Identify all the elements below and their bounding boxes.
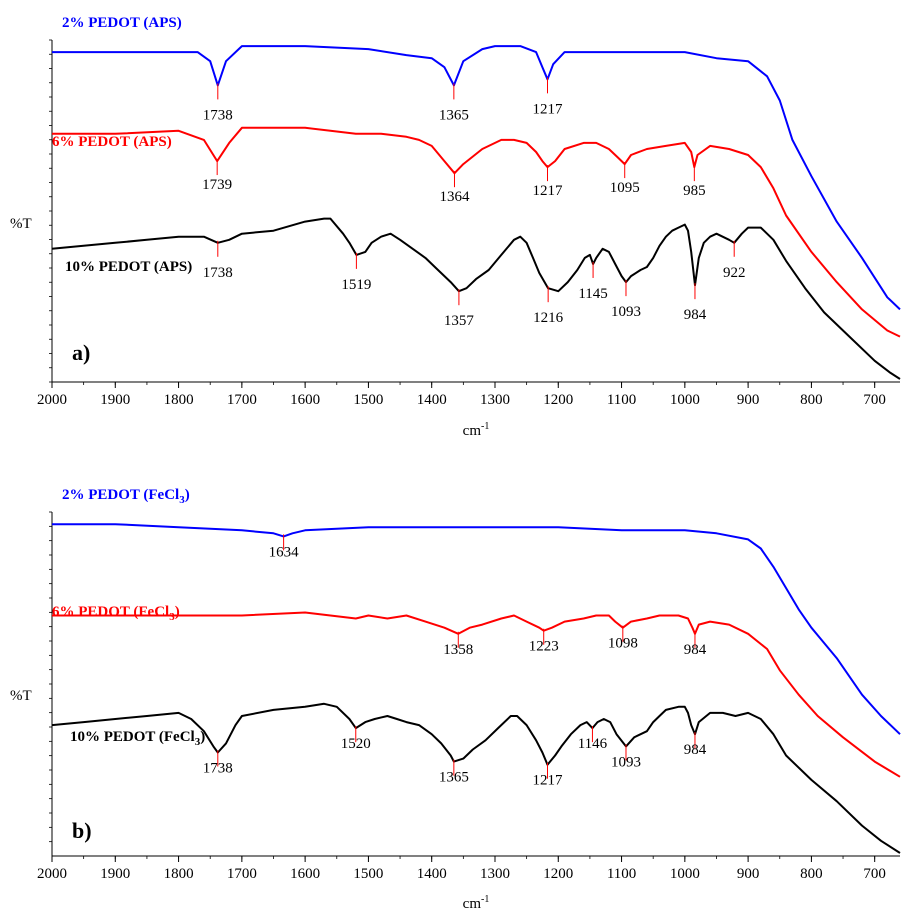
x-tick-label: 1900 xyxy=(100,392,130,408)
x-axis-title: cm-1 xyxy=(463,421,490,439)
peak-label: 1738 xyxy=(203,265,233,281)
peak-label: 1364 xyxy=(439,189,470,205)
peak-label: 1634 xyxy=(269,544,300,560)
x-tick-label: 900 xyxy=(737,392,760,408)
x-tick-label: 1400 xyxy=(417,866,447,882)
peak-label: 922 xyxy=(723,265,746,281)
x-tick-label: 1800 xyxy=(164,392,194,408)
x-tick-label: 1200 xyxy=(543,866,573,882)
series-label: 10% PEDOT (FeCl3) xyxy=(70,729,205,748)
series-line xyxy=(52,523,901,735)
peak-label: 1146 xyxy=(578,736,608,752)
x-tick-label: 1800 xyxy=(164,866,194,882)
peak-label: 1216 xyxy=(533,310,564,326)
peak-label: 984 xyxy=(684,742,707,758)
x-tick-label: 900 xyxy=(737,866,760,882)
peak-label: 984 xyxy=(684,307,707,323)
peak-label: 1093 xyxy=(611,304,641,320)
y-axis-title: %T xyxy=(10,688,32,704)
peak-label: 1365 xyxy=(439,107,469,123)
panel-b: 2000 1900 1800 1700 1600 1500 1400 1300 1200 1100… xyxy=(10,487,901,910)
peak-label: 1738 xyxy=(203,107,233,123)
peak-label: 1095 xyxy=(610,180,640,196)
x-tick-label: 800 xyxy=(800,866,823,882)
peak-label: 1093 xyxy=(611,754,641,770)
x-tick-label: 1000 xyxy=(670,392,700,408)
x-tick-label: 700 xyxy=(863,866,886,882)
peak-label: 1217 xyxy=(533,183,564,199)
peak-label: 985 xyxy=(683,183,706,199)
peak-label: 1739 xyxy=(202,177,232,193)
x-tick-label: 2000 xyxy=(37,866,67,882)
peak-label: 1358 xyxy=(443,642,473,658)
series-line xyxy=(52,611,901,778)
panel-letter: a) xyxy=(72,340,90,365)
x-tick-label: 1000 xyxy=(670,866,700,882)
peak-label: 1098 xyxy=(608,636,638,652)
x-tick-label: 2000 xyxy=(37,392,67,408)
peak-label: 1357 xyxy=(444,313,475,329)
peak-label: 1365 xyxy=(439,770,469,786)
series-line xyxy=(52,126,901,338)
peak-label: 1145 xyxy=(578,286,607,302)
series-line xyxy=(51,217,901,380)
x-tick-label: 800 xyxy=(800,392,823,408)
x-tick-label: 1400 xyxy=(417,392,447,408)
peak-label: 1519 xyxy=(341,277,371,293)
panel-a: 2000 1900 1800 1700 1600 1500 1400 1300 1200 1100… xyxy=(10,15,901,439)
x-tick-label: 1100 xyxy=(607,866,636,882)
peak-label: 1520 xyxy=(341,736,371,752)
series-label: 2% PEDOT (APS) xyxy=(62,15,182,31)
x-tick-label: 1700 xyxy=(227,866,257,882)
series-label: 2% PEDOT (FeCl3) xyxy=(62,487,190,506)
x-tick-label: 1300 xyxy=(480,866,510,882)
x-tick-label: 1500 xyxy=(353,866,383,882)
peak-label: 1223 xyxy=(529,639,559,655)
series-line xyxy=(51,702,901,854)
panel-letter: b) xyxy=(72,818,92,843)
x-tick-label: 1100 xyxy=(607,392,636,408)
series-label: 6% PEDOT (FeCl3) xyxy=(52,604,180,623)
peak-label: 1738 xyxy=(203,760,233,776)
series-label: 10% PEDOT (APS) xyxy=(65,259,192,275)
x-axis-title: cm-1 xyxy=(463,894,490,910)
x-tick-label: 700 xyxy=(863,392,886,408)
y-axis-title: %T xyxy=(10,216,32,232)
peak-label: 984 xyxy=(684,642,707,658)
peak-label: 1217 xyxy=(533,773,564,789)
series-label: 6% PEDOT (APS) xyxy=(52,134,172,150)
x-tick-label: 1300 xyxy=(480,392,510,408)
x-tick-label: 1700 xyxy=(227,392,257,408)
peak-label: 1217 xyxy=(533,101,564,117)
x-tick-label: 1500 xyxy=(353,392,383,408)
x-tick-label: 1600 xyxy=(290,866,320,882)
x-tick-label: 1600 xyxy=(290,392,320,408)
x-tick-label: 1200 xyxy=(543,392,573,408)
x-tick-label: 1900 xyxy=(100,866,130,882)
series-line xyxy=(52,45,901,311)
